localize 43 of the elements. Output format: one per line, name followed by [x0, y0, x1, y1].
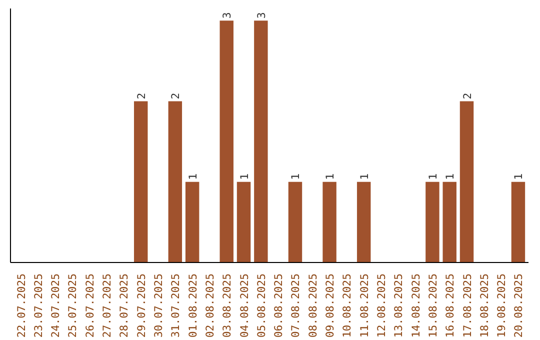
data-label: 1 — [238, 173, 251, 180]
x-tick-label: 27.07.2025 — [100, 274, 114, 338]
x-tick-label: 28.07.2025 — [118, 274, 131, 338]
data-label: 2 — [134, 92, 148, 100]
x-tick-label: 08.08.2025 — [306, 274, 320, 338]
x-tick-label: 14.08.2025 — [409, 274, 422, 338]
x-tick-label: 09.08.2025 — [324, 274, 337, 338]
x-tick-label: 12.08.2025 — [374, 274, 388, 338]
x-tick-label: 16.08.2025 — [444, 274, 457, 338]
x-tick-label: 31.07.2025 — [169, 274, 182, 338]
x-tick-label: 15.08.2025 — [426, 274, 440, 338]
data-label: 1 — [186, 173, 200, 180]
x-tick-label: 26.07.2025 — [83, 274, 96, 338]
x-tick-label: 06.08.2025 — [272, 274, 286, 338]
data-label: 1 — [444, 173, 457, 180]
x-tick-label: 07.08.2025 — [289, 274, 302, 338]
data-label: 1 — [512, 173, 526, 180]
data-label: 2 — [460, 92, 474, 100]
x-tick-label: 13.08.2025 — [392, 274, 406, 338]
x-tick-label: 01.08.2025 — [186, 274, 200, 338]
x-tick-label: 03.08.2025 — [220, 274, 234, 338]
x-tick-label: 10.08.2025 — [340, 274, 354, 338]
data-label: 1 — [289, 173, 302, 180]
data-label: 1 — [426, 173, 440, 180]
x-tick-label: 19.08.2025 — [495, 274, 508, 338]
x-tick-label: 25.07.2025 — [66, 274, 80, 338]
data-label: 1 — [324, 173, 337, 180]
x-tick-label: 23.07.2025 — [32, 274, 45, 338]
x-tick-label: 30.07.2025 — [152, 274, 166, 338]
x-tick-label: 02.08.2025 — [203, 274, 216, 338]
x-tick-label: 18.08.2025 — [478, 274, 491, 338]
x-tick-label: 17.08.2025 — [460, 274, 474, 338]
x-tick-label: 24.07.2025 — [49, 274, 62, 338]
x-tick-label: 04.08.2025 — [238, 274, 251, 338]
x-tick-label: 11.08.2025 — [358, 274, 371, 338]
x-tick-label: 22.07.2025 — [14, 274, 28, 338]
x-tick-label: 20.08.2025 — [512, 274, 526, 338]
data-label: 3 — [254, 12, 268, 19]
data-label: 1 — [358, 173, 371, 180]
data-label: 2 — [169, 92, 182, 100]
x-tick-label: 29.07.2025 — [134, 274, 148, 338]
data-label: 3 — [220, 12, 234, 19]
x-tick-label: 05.08.2025 — [254, 274, 268, 338]
